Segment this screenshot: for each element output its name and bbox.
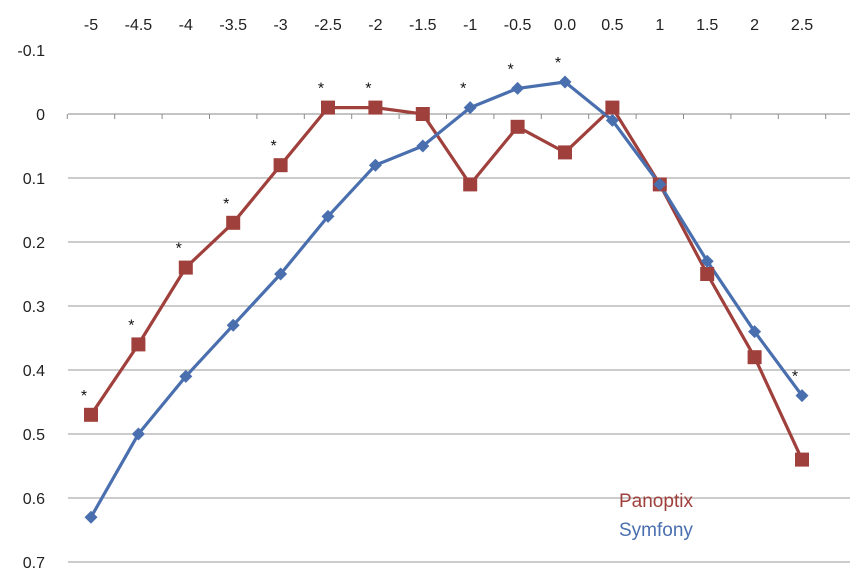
y-tick-label: 0.2 <box>23 235 45 252</box>
y-tick-label: 0.1 <box>23 171 45 188</box>
data-point-panoptix <box>605 100 620 115</box>
data-point-panoptix <box>131 337 146 352</box>
significance-star: * <box>365 81 371 98</box>
data-point-panoptix <box>321 100 335 115</box>
y-tick-label: 0 <box>36 107 45 124</box>
significance-star: * <box>176 241 182 258</box>
y-tick-label: 0.3 <box>23 299 45 316</box>
data-point-symfony <box>511 81 525 95</box>
significance-star: * <box>223 196 229 213</box>
significance-star: * <box>81 388 87 405</box>
data-point-panoptix <box>795 452 809 467</box>
significance-star: * <box>318 81 324 98</box>
significance-star: * <box>555 55 561 72</box>
x-tick-label: 2.5 <box>791 17 813 34</box>
x-tick-label: -4 <box>179 17 193 34</box>
x-axis <box>66 113 850 119</box>
data-point-symfony <box>700 254 714 268</box>
y-tick-label: 0.4 <box>23 363 45 380</box>
y-tick-label: 0.6 <box>23 491 45 508</box>
x-tick-label: -2.5 <box>314 17 342 34</box>
significance-star: * <box>792 369 798 386</box>
series-line-panoptix <box>89 105 804 461</box>
data-point-panoptix <box>747 350 762 365</box>
series-lines <box>89 80 804 518</box>
legend: Panoptix Symfony <box>619 491 693 541</box>
data-point-panoptix <box>558 145 572 160</box>
significance-markers: * * * * * * * * * * * <box>81 55 798 405</box>
gridlines <box>68 113 850 563</box>
data-point-symfony <box>558 75 572 89</box>
data-point-symfony <box>368 158 382 172</box>
significance-star: * <box>460 81 466 98</box>
x-tick-label: -5 <box>84 17 98 34</box>
data-point-symfony <box>84 510 98 524</box>
x-tick-label: 1.5 <box>696 17 718 34</box>
data-point-symfony <box>653 177 667 191</box>
data-point-symfony <box>795 389 809 403</box>
significance-star: * <box>507 61 513 78</box>
significance-star: * <box>270 138 276 155</box>
x-tick-label: 1 <box>655 17 664 34</box>
x-tick-label: -1.5 <box>409 17 437 34</box>
data-point-panoptix <box>700 267 715 281</box>
data-point-panoptix <box>510 119 525 134</box>
data-point-symfony <box>748 325 762 339</box>
data-point-panoptix <box>463 177 478 192</box>
x-tick-label: -0.5 <box>504 17 532 34</box>
legend-entry-symfony: Symfony <box>619 520 693 541</box>
data-point-panoptix <box>415 107 430 121</box>
y-tick-label: 0.7 <box>23 555 45 572</box>
data-point-symfony <box>131 427 145 441</box>
data-point-symfony <box>416 139 430 153</box>
x-tick-label: -2 <box>368 17 382 34</box>
data-point-panoptix <box>273 158 288 173</box>
y-tick-labels: -0.1 0 0.1 0.2 0.3 0.4 0.5 0.6 0.7 <box>17 43 45 572</box>
data-point-symfony <box>321 209 335 223</box>
series-line-symfony <box>89 80 804 518</box>
x-tick-labels: -5 -4.5 -4 -3.5 -3 -2.5 -2 -1.5 -1 -0.5 0.0 0.5 1 1.5… <box>84 17 813 34</box>
data-point-symfony <box>179 369 193 383</box>
series-markers <box>84 75 809 524</box>
data-point-symfony <box>463 101 477 115</box>
y-tick-label: 0.5 <box>23 427 45 444</box>
data-point-panoptix <box>178 260 193 275</box>
data-point-symfony <box>274 267 288 281</box>
x-tick-label: -3 <box>273 17 287 34</box>
significance-star: * <box>128 317 134 334</box>
data-point-panoptix <box>226 215 241 230</box>
y-tick-label: -0.1 <box>17 43 45 60</box>
x-tick-label: 0.0 <box>554 17 576 34</box>
x-tick-label: -4.5 <box>125 17 153 34</box>
x-tick-label: -3.5 <box>219 17 247 34</box>
data-point-panoptix <box>368 100 383 115</box>
data-point-panoptix <box>84 407 98 422</box>
x-tick-label: -1 <box>463 17 477 34</box>
legend-entry-panoptix: Panoptix <box>619 491 693 512</box>
data-point-symfony <box>226 318 240 332</box>
x-tick-label: 0.5 <box>601 17 623 34</box>
data-point-symfony <box>605 113 619 127</box>
x-tick-label: 2 <box>750 17 759 34</box>
